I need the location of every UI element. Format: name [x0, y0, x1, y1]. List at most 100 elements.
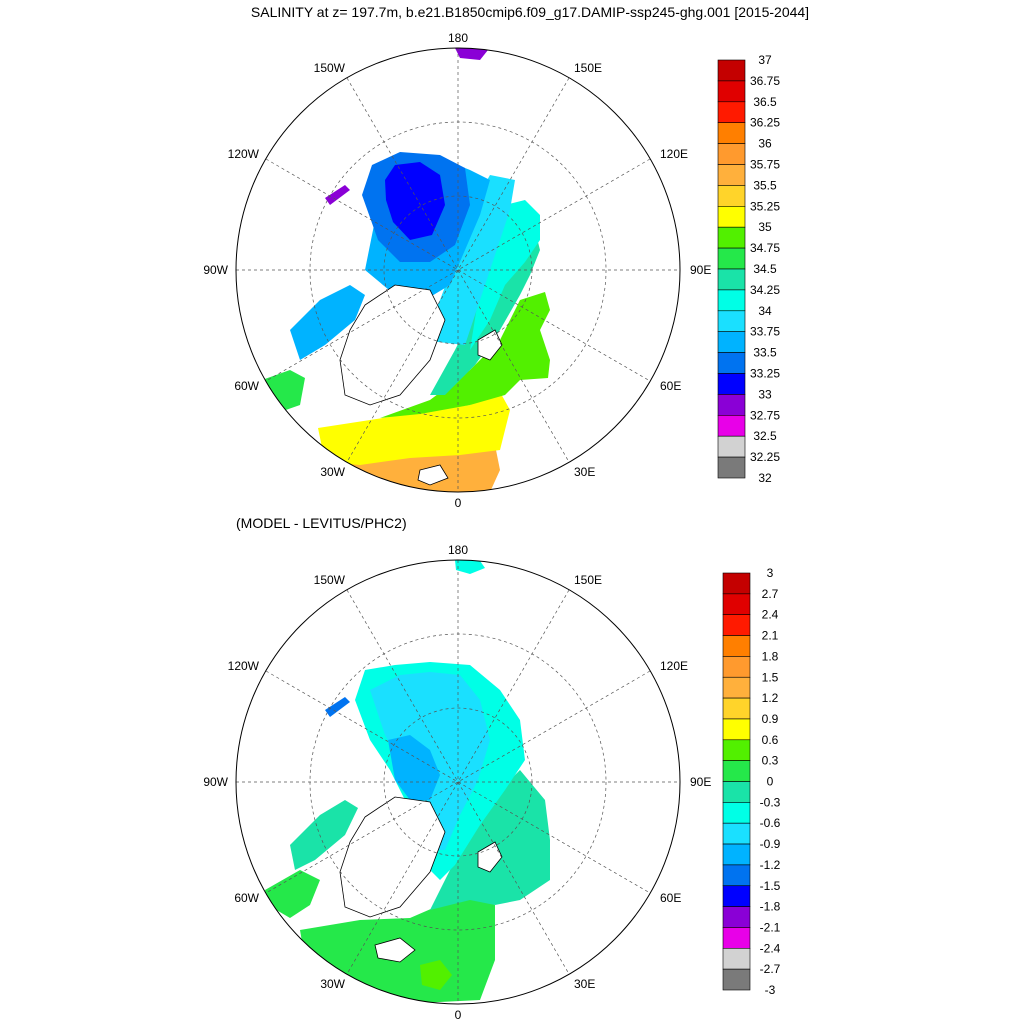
bottom-colorbar-box: [722, 947, 751, 970]
top-lon-120w: 120W: [228, 147, 260, 161]
bottom-colorbar-label: 0.3: [762, 754, 779, 768]
bottom-land-greenland: [339, 796, 446, 918]
bottom-lon-120w: 120W: [228, 659, 260, 673]
top-colorbar-box: [717, 206, 746, 228]
top-lon-120e: 120E: [660, 147, 688, 161]
top-colorbar: 37 36.75 36.5 36.25 36 35.75 35.5 35.25 35 34.75 3…: [717, 53, 780, 485]
bottom-colorbar-box: [722, 760, 751, 782]
top-region-cyan: [470, 200, 540, 350]
top-colorbar-box: [717, 331, 746, 353]
top-colorbar-label: 34.25: [750, 283, 780, 297]
bottom-land-svalbard: [477, 841, 503, 873]
top-lon-90w: 90W: [203, 263, 228, 277]
bottom-colorbar-box: [722, 822, 751, 845]
bottom-lon-60w: 60W: [234, 891, 259, 905]
bottom-region-green-labrador: [265, 870, 320, 918]
top-region-yellow: [318, 392, 510, 465]
top-land-svalbard: [477, 329, 503, 361]
bottom-graticule: [236, 560, 680, 1004]
figure-title: SALINITY at z= 197.7m, b.e21.B1850cmip6.…: [251, 4, 809, 20]
top-map-border: [235, 47, 681, 493]
top-lon-30e: 30E: [574, 465, 595, 479]
top-region-channel: [325, 185, 350, 205]
top-graticule: [236, 48, 680, 492]
top-colorbar-box: [717, 101, 746, 124]
top-region-green: [380, 292, 550, 418]
top-lon-150e: 150E: [574, 61, 602, 75]
top-region-darkblue: [385, 162, 445, 240]
bottom-colorbar-box: [722, 676, 751, 699]
bottom-region-teal: [430, 770, 550, 910]
bottom-colorbar-box: [722, 739, 751, 761]
bottom-land-iceland: [374, 937, 416, 963]
bottom-colorbar-label: 2.7: [762, 587, 779, 601]
top-colorbar-box: [717, 247, 746, 270]
bottom-colorbar-box: [722, 572, 751, 595]
top-colorbar-box: [717, 143, 746, 165]
top-colorbar-box: [717, 226, 746, 249]
top-colorbar-box: [717, 59, 746, 82]
bottom-colorbar-label: 0.9: [762, 712, 779, 726]
top-colorbar-box: [717, 414, 746, 437]
top-colorbar-box: [717, 164, 746, 186]
bottom-lon-150e: 150E: [574, 573, 602, 587]
bottom-colorbar-box: [722, 635, 751, 657]
bottom-colorbar-box: [722, 802, 751, 824]
bottom-colorbar: 3 2.7 2.4 2.1 1.8 1.5 1.2 0.9 0.6 0.3 0 -0.3 -0.6 -0.…: [722, 566, 781, 997]
top-lon-60w: 60W: [234, 379, 259, 393]
bottom-colorbar-label: 1.8: [762, 649, 779, 663]
top-colorbar-label: 33.25: [750, 367, 780, 381]
top-colorbar-box: [717, 456, 746, 479]
top-colorbar-box: [717, 310, 746, 332]
top-colorbar-label: 32.25: [750, 450, 780, 464]
bottom-colorbar-label: 1.2: [762, 691, 779, 705]
bottom-colorbar-box: [722, 781, 751, 803]
top-map-panel: [235, 47, 681, 493]
bottom-colorbar-label: 2.1: [762, 629, 779, 643]
top-colorbar-label: 36: [758, 137, 772, 151]
top-colorbar-label: 36.25: [750, 116, 780, 130]
top-colorbar-box: [717, 435, 746, 458]
bottom-lon-labels: 180 0 90W 90E 150W 120W 60W 30W 150E 120…: [203, 543, 711, 1022]
bottom-colorbar-label: -0.6: [760, 816, 781, 830]
top-lon-labels: 180 0 90W 90E 150W 120W 60W 30W 150E 120…: [203, 31, 711, 510]
bottom-colorbar-box: [722, 656, 751, 678]
bottom-colorbar-label: -3: [765, 983, 776, 997]
top-colorbar-box: [717, 352, 746, 374]
top-region-lightblue: [420, 175, 515, 345]
bottom-colorbar-label: -2.4: [760, 941, 781, 955]
bottom-colorbar-label: -2.1: [760, 920, 781, 934]
top-colorbar-label: 33.75: [750, 325, 780, 339]
bottom-colorbar-box: [722, 697, 751, 720]
bottom-colorbar-box: [722, 864, 751, 887]
top-colorbar-label: 37: [758, 53, 772, 67]
top-salinity-field: [262, 48, 550, 492]
bottom-colorbar-box: [722, 614, 751, 636]
top-lon-180: 180: [448, 31, 468, 45]
top-land-iceland: [417, 464, 449, 486]
bottom-colorbar-label: 0.6: [762, 733, 779, 747]
bottom-region-teal-baffin: [290, 800, 358, 870]
bottom-colorbar-box: [722, 906, 751, 928]
bottom-lon-30e: 30E: [574, 977, 595, 991]
top-colorbar-box: [717, 268, 746, 291]
bottom-lon-150w: 150W: [314, 573, 346, 587]
top-colorbar-label: 33.5: [753, 346, 777, 360]
bottom-colorbar-box: [722, 718, 751, 741]
bottom-colorbar-box: [722, 927, 751, 949]
top-lon-90e: 90E: [690, 263, 711, 277]
bottom-colorbar-label: 0: [767, 775, 774, 789]
bottom-colorbar-label: 2.4: [762, 608, 779, 622]
top-colorbar-label: 35.75: [750, 158, 780, 172]
bottom-colorbar-box: [722, 593, 751, 615]
top-lon-30w: 30W: [320, 465, 345, 479]
top-colorbar-box: [717, 80, 746, 103]
top-colorbar-label: 34: [758, 304, 772, 318]
top-colorbar-box: [717, 373, 746, 395]
difference-title: (MODEL - LEVITUS/PHC2): [236, 515, 407, 531]
top-colorbar-label: 35: [758, 220, 772, 234]
bottom-lon-90e: 90E: [690, 775, 711, 789]
top-colorbar-label: 32: [758, 471, 772, 485]
bottom-region-channel: [325, 697, 350, 717]
